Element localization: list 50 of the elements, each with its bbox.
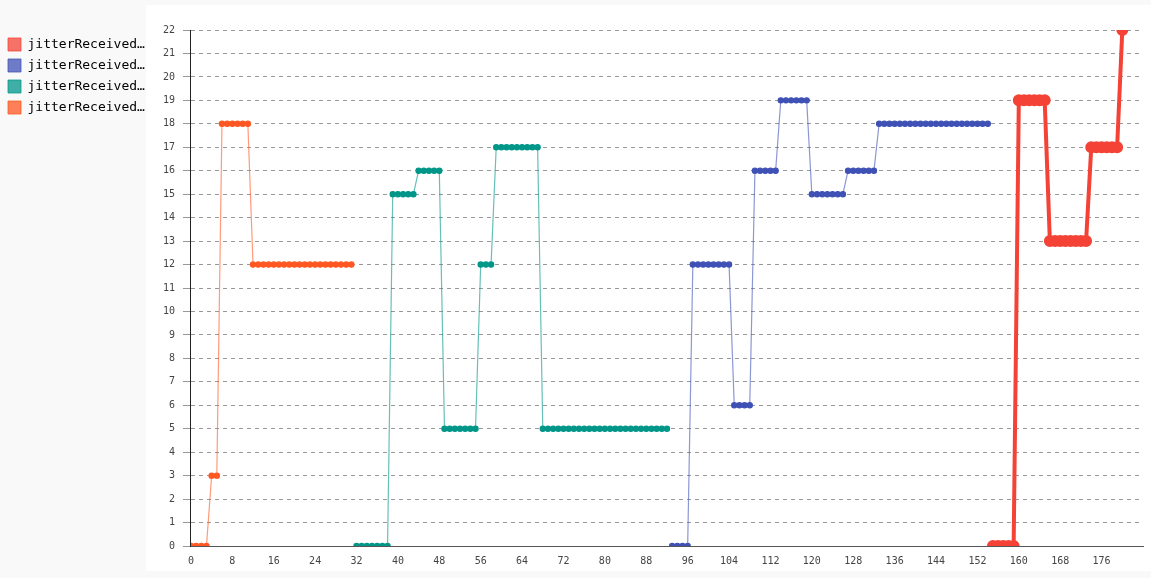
y-tick-label: 4 [168, 445, 175, 457]
y-tick-label: 1 [168, 516, 175, 528]
legend-label: jitterReceived… [27, 56, 146, 72]
x-tick-label: 176 [1092, 554, 1111, 566]
x-tick-label: 32 [350, 554, 363, 566]
y-tick-label: 10 [162, 305, 175, 317]
y-tick-label: 14 [162, 211, 175, 223]
y-tick-label: 16 [162, 164, 175, 176]
x-tick-label: 72 [557, 554, 570, 566]
x-tick-label: 56 [474, 554, 487, 566]
y-tick-label: 19 [162, 93, 175, 105]
x-tick-label: 0 [187, 554, 194, 566]
legend-label: jitterReceived… [27, 98, 146, 114]
x-tick-label: 136 [885, 554, 904, 566]
y-tick-label: 13 [162, 234, 175, 246]
y-tick-label: 2 [168, 492, 175, 504]
y-tick-label: 9 [168, 328, 175, 340]
x-tick-label: 48 [433, 554, 446, 566]
y-tick-label: 18 [162, 117, 175, 129]
y-tick-label: 12 [162, 258, 175, 270]
y-tick-label: 6 [168, 398, 175, 410]
x-tick-label: 64 [516, 554, 529, 566]
y-tick-label: 15 [162, 187, 175, 199]
legend-label: jitterReceived… [27, 35, 146, 51]
y-tick-label: 17 [162, 140, 175, 152]
y-tick-label: 7 [168, 375, 175, 387]
x-tick-label: 96 [681, 554, 694, 566]
x-tick-label: 128 [844, 554, 863, 566]
y-tick-label: 11 [162, 281, 175, 293]
x-tick-label: 104 [720, 554, 739, 566]
y-tick-label: 3 [168, 469, 175, 481]
x-tick-label: 160 [1009, 554, 1028, 566]
legend-label: jitterReceived… [27, 77, 146, 93]
x-tick-label: 168 [1051, 554, 1070, 566]
x-tick-label: 16 [267, 554, 280, 566]
y-tick-label: 21 [162, 47, 175, 59]
y-tick-label: 8 [168, 351, 175, 363]
y-tick-label: 0 [168, 539, 175, 551]
y-tick-label: 20 [162, 70, 175, 82]
x-tick-label: 120 [802, 554, 821, 566]
x-tick-label: 40 [391, 554, 404, 566]
x-tick-label: 144 [927, 554, 946, 566]
y-tick-label: 5 [168, 422, 175, 434]
x-tick-label: 88 [640, 554, 653, 566]
x-tick-label: 8 [229, 554, 236, 566]
x-tick-label: 80 [598, 554, 611, 566]
y-tick-label: 22 [162, 23, 175, 35]
x-tick-label: 152 [968, 554, 987, 566]
x-tick-label: 24 [309, 554, 322, 566]
x-tick-label: 112 [761, 554, 780, 566]
